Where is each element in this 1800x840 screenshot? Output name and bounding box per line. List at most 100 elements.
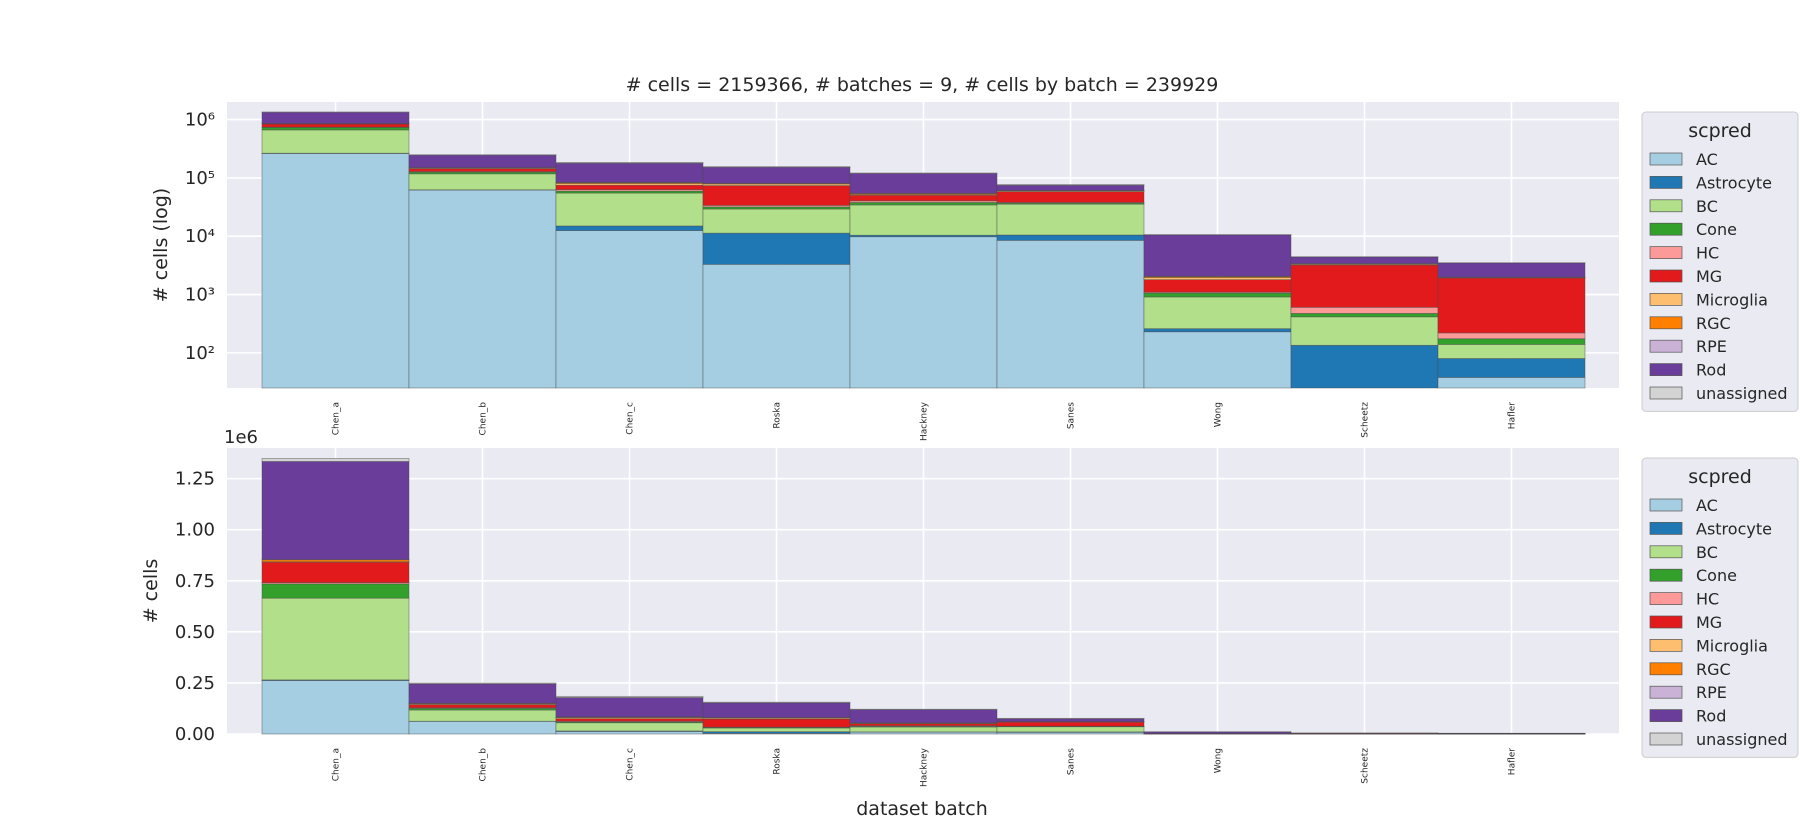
legend-swatch (1649, 339, 1683, 353)
bar-segment (1143, 328, 1292, 333)
bar-segment (702, 702, 851, 718)
legend-label: AC (1696, 150, 1718, 169)
bar-segment (261, 129, 410, 154)
bar-segment (849, 236, 998, 389)
legend-swatch (1649, 545, 1683, 559)
legend-swatch (1649, 498, 1683, 512)
bar-segment (261, 127, 410, 131)
legend-swatch (1649, 152, 1683, 166)
legend-label: Rod (1696, 361, 1726, 380)
legend-swatch (1649, 592, 1683, 605)
bar-segment (996, 234, 1145, 241)
bar-segment (408, 682, 557, 685)
bar-segment (555, 184, 704, 190)
bottom-bars (261, 458, 1586, 735)
bar-segment (408, 709, 557, 722)
legend-swatch (1649, 386, 1683, 400)
legend-swatch (1649, 522, 1683, 535)
bar-segment (849, 202, 998, 206)
legend-label: BC (1696, 543, 1718, 562)
x-axis-label: dataset batch (856, 798, 988, 820)
y-tick-label: 10³ (185, 285, 215, 306)
bar-segment (408, 154, 557, 168)
bar-segment (996, 191, 1145, 203)
y-tick-label: 0.00 (175, 724, 215, 745)
bottom-offset-label: 1e6 (224, 427, 258, 448)
bar-segment (555, 225, 704, 231)
y-tick-label: 10⁴ (185, 226, 215, 247)
bar-segment (1143, 331, 1292, 389)
legend-label: Astrocyte (1696, 173, 1772, 192)
bar-segment (261, 458, 410, 462)
bar-segment (1437, 358, 1586, 378)
legend-title: scpred (1688, 120, 1752, 142)
bar-segment (555, 718, 704, 722)
legend-label: HC (1696, 244, 1719, 263)
legend-swatch (1649, 732, 1683, 746)
legend-label: RGC (1696, 314, 1731, 333)
legend-label: MG (1696, 267, 1722, 286)
legend-swatch (1649, 568, 1683, 582)
legend-label: RPE (1696, 683, 1727, 702)
y-tick-label: 10⁵ (185, 168, 215, 189)
legend-label: unassigned (1696, 384, 1788, 403)
bar-segment (555, 162, 704, 164)
top-legend: scpred AC Astrocyte BC Cone HC MG Microglia RGC R… (1641, 111, 1799, 412)
x-tick-label: Hackney (920, 401, 930, 441)
bar-segment (996, 239, 1145, 389)
bar-segment (261, 561, 410, 583)
bottom-y-ticks: 0.00 0.25 0.50 0.75 1.00 1.25 (175, 469, 215, 745)
legend-swatch (1649, 615, 1683, 629)
legend-swatch (1649, 662, 1683, 676)
x-tick-label: Chen_b (479, 402, 489, 436)
y-tick-label: 0.50 (175, 622, 215, 643)
bar-segment (1143, 234, 1292, 277)
legend-swatch (1649, 176, 1683, 189)
bottom-y-axis-label: # cells (140, 559, 162, 624)
bar-segment (996, 184, 1145, 186)
x-tick-label: Chen_b (479, 748, 489, 782)
bar-segment (996, 718, 1145, 722)
legend-label: unassigned (1696, 730, 1788, 749)
bar-segment (1437, 377, 1586, 389)
bar-segment (702, 263, 851, 389)
bar-segment (408, 704, 557, 709)
bar-segment (1290, 306, 1439, 314)
bar-segment (996, 721, 1145, 727)
legend-swatch (1649, 293, 1683, 306)
top-y-axis-label: # cells (log) (150, 188, 172, 302)
legend-swatch (1649, 685, 1683, 699)
legend-label: AC (1696, 496, 1718, 515)
y-tick-label: 10² (185, 343, 215, 364)
bar-segment (849, 173, 998, 194)
x-tick-label: Hackney (920, 747, 930, 787)
x-tick-label: Scheetz (1361, 748, 1371, 784)
y-tick-label: 0.75 (175, 571, 215, 592)
bar-segment (1290, 264, 1439, 308)
bar-segment (702, 718, 851, 728)
bar-segment (261, 680, 410, 735)
legend-swatch (1649, 316, 1683, 330)
bar-segment (1290, 256, 1439, 264)
x-tick-label: Chen_c (626, 748, 636, 781)
y-tick-label: 10⁶ (185, 110, 215, 131)
chart-title: # cells = 2159366, # batches = 9, # cell… (626, 74, 1219, 96)
x-tick-label: Chen_a (332, 748, 342, 781)
bar-segment (1143, 279, 1292, 293)
bar-segment (996, 203, 1145, 236)
legend-swatch (1649, 222, 1683, 236)
x-tick-label: Sanes (1067, 748, 1077, 775)
bar-segment (261, 461, 410, 560)
x-tick-label: Hafler (1508, 402, 1518, 429)
bar-segment (1437, 262, 1586, 278)
bar-segment (555, 722, 704, 732)
bar-segment (702, 185, 851, 206)
legend-label: HC (1696, 590, 1719, 609)
x-tick-label: Roska (773, 402, 783, 429)
bar-segment (849, 194, 998, 202)
bar-segment (849, 709, 998, 724)
bar-segment (408, 168, 557, 172)
legend-title: scpred (1688, 466, 1752, 488)
x-tick-label: Chen_a (332, 402, 342, 435)
